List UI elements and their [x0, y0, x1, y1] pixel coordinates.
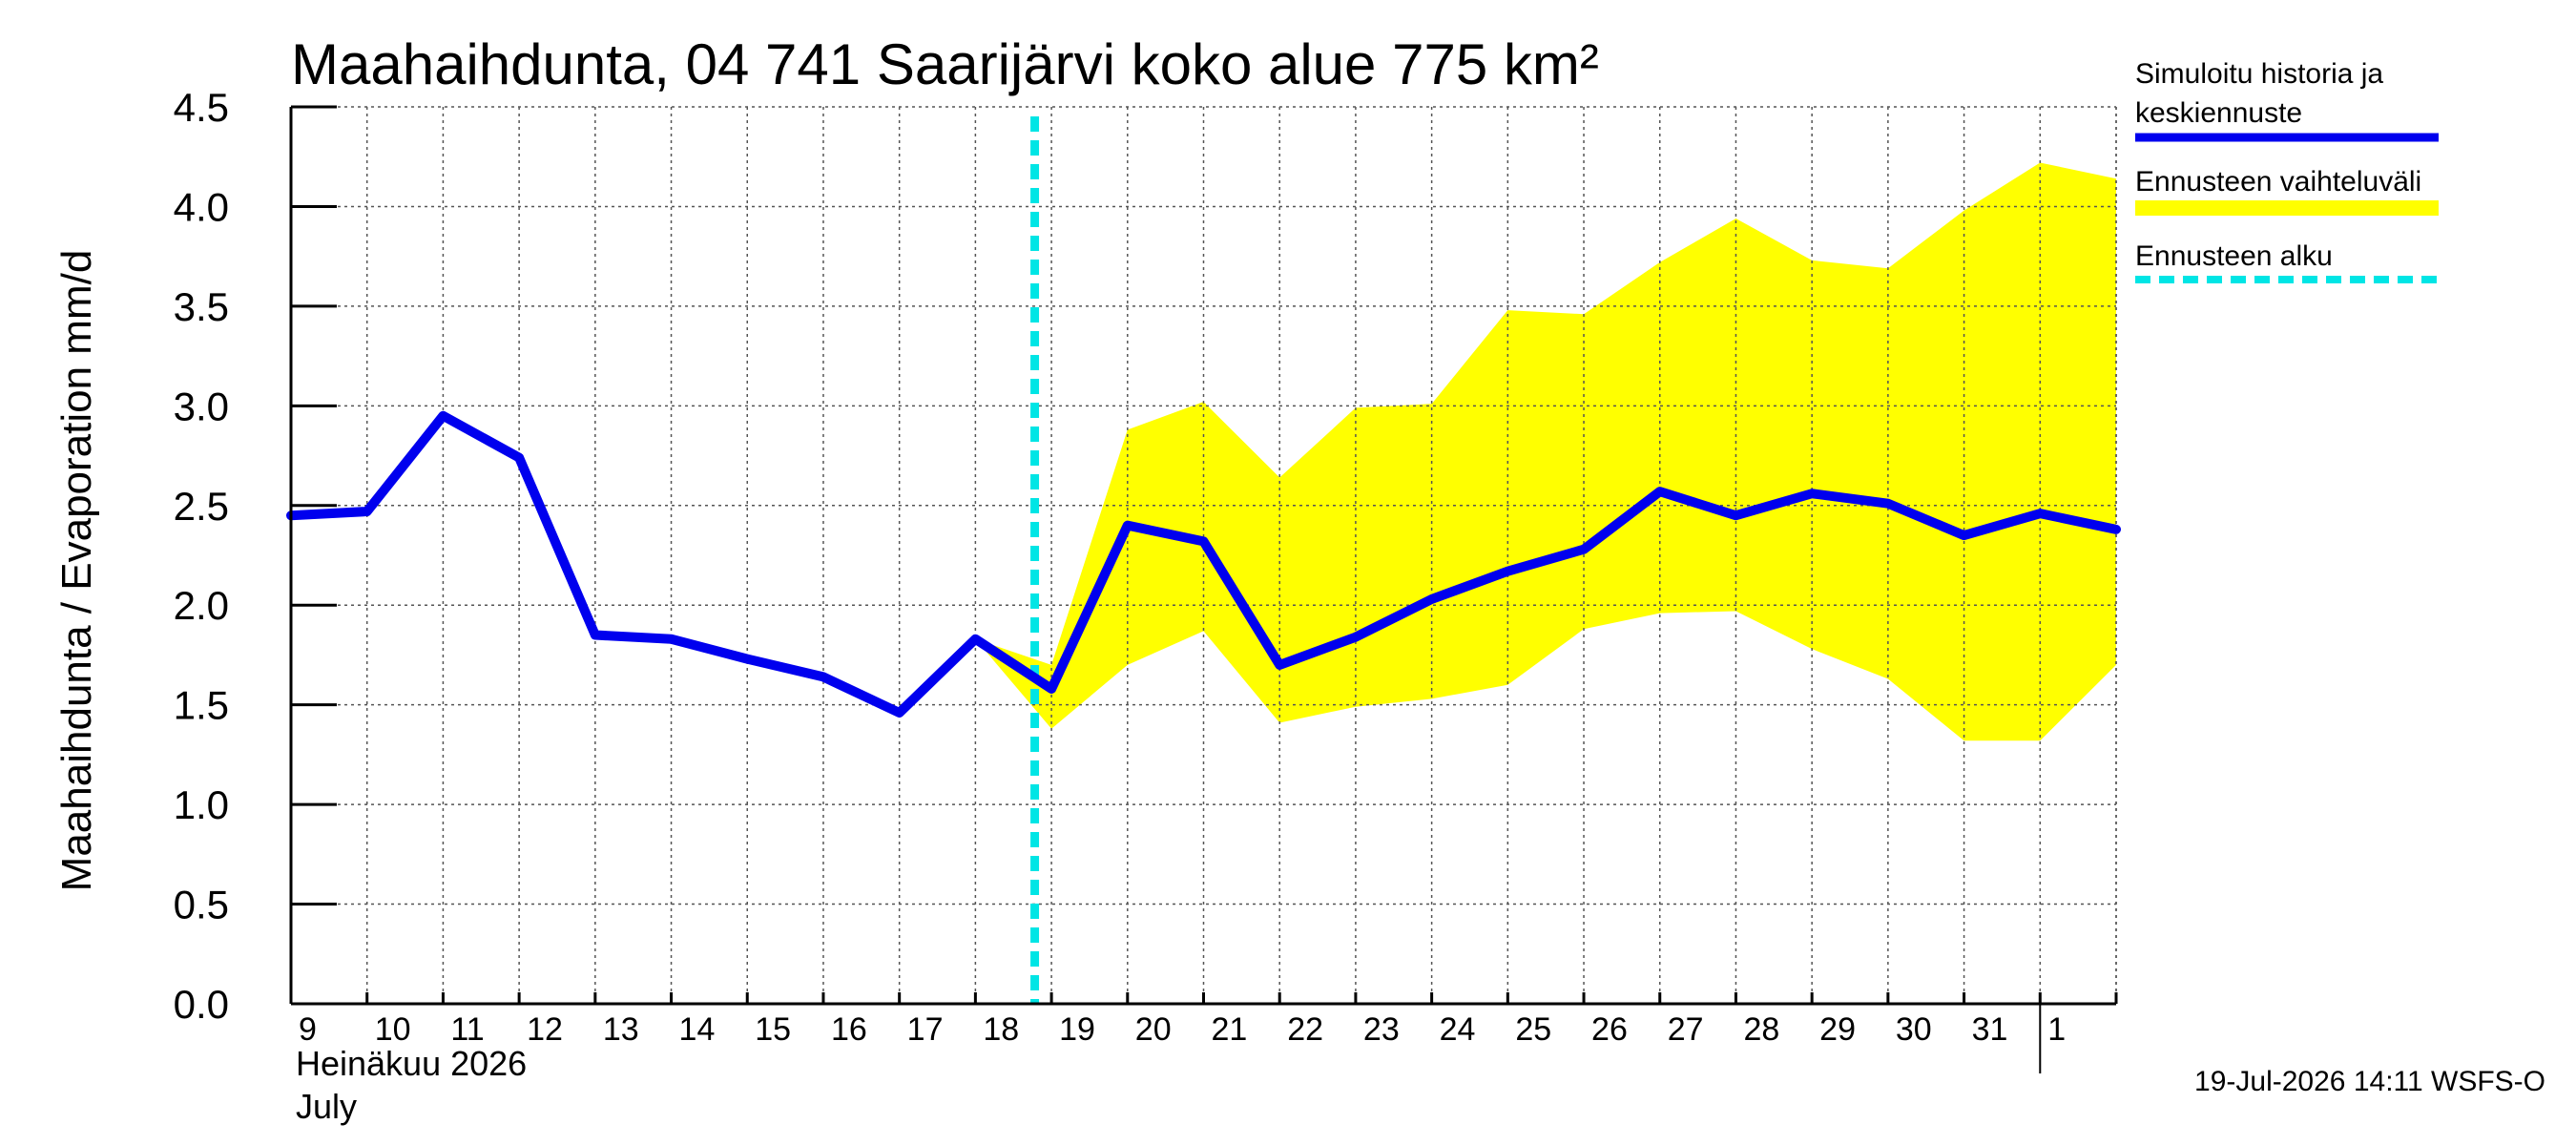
data-point	[821, 675, 825, 679]
x-tick-label: 11	[450, 1011, 484, 1048]
data-point	[745, 656, 750, 661]
y-tick-label: 2.0	[174, 583, 229, 628]
x-tick-label: 1	[2047, 1011, 2066, 1048]
legend-label-line: Ennusteen vaihteluväli	[2135, 166, 2421, 198]
y-tick-label: 4.5	[174, 85, 229, 130]
data-point	[364, 510, 369, 514]
x-tick-label: 16	[831, 1011, 867, 1048]
data-point	[1125, 523, 1130, 528]
y-tick-labels: 0.0 0.5 1.0 1.5 2.0 2.5 3.0 3.5 4.0 4.5	[174, 85, 229, 1027]
x-tick-label: 10	[375, 1011, 411, 1048]
data-point	[2114, 527, 2118, 531]
data-point	[1278, 662, 1282, 667]
data-point	[1657, 489, 1662, 494]
legend-label-line: Simuloitu historia ja	[2135, 58, 2383, 90]
x-tick-label: 28	[1743, 1011, 1779, 1048]
x-tick-label: 27	[1668, 1011, 1704, 1048]
x-tick-label: 23	[1363, 1011, 1400, 1048]
data-point	[2038, 511, 2043, 516]
data-point	[1962, 533, 1966, 538]
forecast-range-band	[975, 162, 2116, 741]
data-point	[1201, 539, 1206, 544]
x-tick-label: 31	[1972, 1011, 2008, 1048]
data-point	[897, 711, 902, 716]
legend-swatch-range	[2135, 200, 2439, 216]
data-point	[973, 636, 978, 641]
y-tick-label: 3.0	[174, 384, 229, 428]
x-tick-label: 26	[1591, 1011, 1628, 1048]
data-point	[1885, 501, 1890, 506]
data-point	[1506, 569, 1510, 573]
forecast-range-band-layer	[975, 162, 2116, 741]
grid-layer	[291, 106, 2117, 1004]
x-tick-labels: 9 10 11 12 13 14 15 16 17 18 19 20 21 22 23 24 25 26 27 28 2…	[299, 1011, 2066, 1048]
month-label-fi: Heinäkuu 2026	[296, 1044, 527, 1083]
data-point	[1353, 635, 1358, 639]
legend: Simuloitu historia ja keskiennuste Ennuste…	[2135, 58, 2439, 283]
data-point	[1049, 686, 1054, 691]
x-tick-label: 25	[1515, 1011, 1551, 1048]
y-tick-label: 0.5	[174, 883, 229, 927]
data-point	[592, 633, 597, 637]
x-tick-label: 14	[679, 1011, 716, 1048]
data-point	[1582, 547, 1587, 552]
x-tick-label: 20	[1135, 1011, 1172, 1048]
x-tick-label: 15	[755, 1011, 791, 1048]
y-tick-label: 1.5	[174, 683, 229, 728]
x-tick-label: 13	[603, 1011, 639, 1048]
legend-label-line: keskiennuste	[2135, 97, 2302, 129]
y-tick-label: 0.0	[174, 982, 229, 1027]
chart-title: Maahaihdunta, 04 741 Saarijärvi koko alu…	[291, 32, 1599, 96]
data-point	[1429, 596, 1434, 601]
data-point	[669, 636, 674, 641]
footer-timestamp: 19-Jul-2026 14:11 WSFS-O	[2194, 1066, 2545, 1097]
x-tick-label: 30	[1896, 1011, 1932, 1048]
data-point	[1734, 513, 1738, 518]
x-tick-label: 9	[299, 1011, 317, 1048]
data-point	[441, 413, 446, 418]
legend-label-line: Ennusteen alku	[2135, 240, 2333, 272]
axes-layer	[289, 105, 2118, 1073]
data-point	[517, 455, 522, 460]
y-axis-label: Maahaihdunta / Evaporation mm/d	[53, 250, 100, 892]
x-tick-label: 12	[527, 1011, 563, 1048]
x-tick-label: 19	[1059, 1011, 1095, 1048]
x-tick-label: 24	[1440, 1011, 1476, 1048]
data-point	[1810, 491, 1815, 496]
x-tick-label: 17	[907, 1011, 944, 1048]
x-tick-label: 18	[983, 1011, 1019, 1048]
x-tick-label: 21	[1212, 1011, 1248, 1048]
x-tick-label: 22	[1287, 1011, 1323, 1048]
x-tick-label: 29	[1819, 1011, 1856, 1048]
y-tick-label: 1.0	[174, 782, 229, 827]
y-tick-label: 3.5	[174, 284, 229, 329]
y-tick-label: 4.0	[174, 184, 229, 229]
month-label-en: July	[296, 1087, 357, 1126]
y-tick-label: 2.5	[174, 484, 229, 529]
